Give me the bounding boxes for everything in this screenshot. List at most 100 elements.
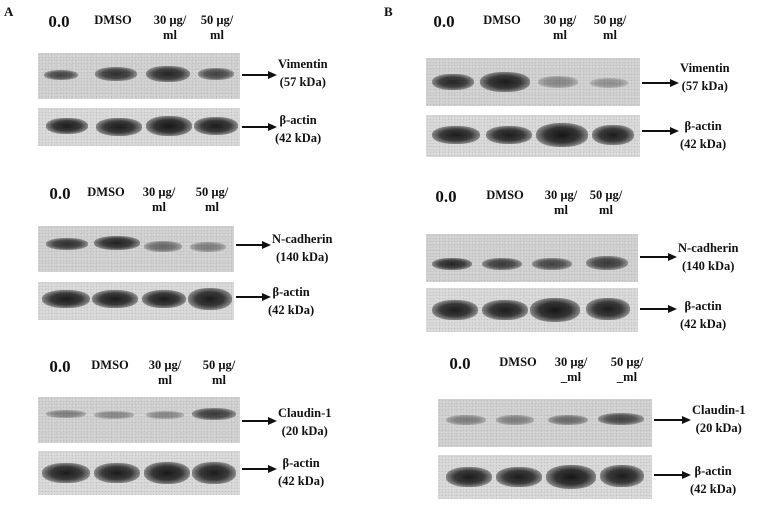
a-claudin-arrow-line [242,420,270,422]
band-lane-2 [96,118,142,136]
a-claudin-label-size: (20 kDa) [281,424,328,438]
band-lane-4 [600,465,644,487]
b-claudin-arrow-head [682,415,691,424]
b-actin-arrow-3-line [654,474,684,476]
band-lane-2 [94,236,140,250]
a-actin-label-3-protein: β-actin [282,456,320,470]
band-lane-1 [46,410,86,418]
a-claudin-blot [38,397,240,443]
b-vimentin-label-protein: Vimentin [680,61,730,75]
band-lane-1 [432,74,474,90]
band-lane-1 [432,258,472,270]
a-g3-lane-label-2: DMSO [91,358,129,372]
band-lane-2 [496,467,542,487]
a-actin-label-1: β-actin (42 kDa) [275,111,321,147]
band-lane-1 [432,300,478,320]
b-actin-label-3-protein: β-actin [694,464,732,478]
b-vimentin-label: Vimentin (57 kDa) [680,59,730,95]
a-actin-label-2: β-actin (42 kDa) [268,283,314,319]
band-lane-1 [44,70,78,80]
band-lane-3 [546,465,596,489]
b-vimentin-arrow-head [670,78,679,87]
b-g3-lane-label-3: 30 µg/_ml [554,355,588,384]
b-g2-lane-label-3: 30 µg/ml [544,188,578,217]
a-g1-lane-label-1: 0.0 [48,12,70,31]
a-ncadherin-label: N-cadherin (140 kDa) [272,230,332,266]
a-vimentin-arrow-head [268,70,277,79]
a-actin-blot-2 [38,282,234,320]
a-actin-label-1-protein: β-actin [279,113,317,127]
band-lane-2 [95,67,137,81]
band-lane-2 [94,411,134,419]
b-vimentin-label-size: (57 kDa) [681,79,728,93]
b-actin-blot-2 [426,288,638,332]
a-ncadherin-arrow-head [262,240,271,249]
band-lane-3 [530,298,580,322]
band-lane-3 [146,116,192,136]
b-actin-blot-1 [426,115,640,157]
b-claudin-arrow-line [654,419,684,421]
a-g3-lane-label-3: 30 µg/ml [148,358,182,387]
band-lane-2 [94,463,140,483]
b-g2-lane-label-2: DMSO [486,188,524,202]
band-lane-2 [486,126,532,144]
b-actin-label-2: β-actin (42 kDa) [680,297,726,333]
b-ncadherin-label-size: (140 kDa) [681,259,735,273]
band-lane-4 [192,462,236,484]
a-actin-arrow-1-line [242,126,270,128]
a-actin-arrow-3-line [242,468,270,470]
a-actin-blot-1 [38,108,240,146]
band-lane-4 [592,125,634,145]
band-lane-4 [586,298,630,320]
band-lane-1 [446,415,486,425]
b-actin-label-3-size: (42 kDa) [690,482,737,496]
band-lane-4 [190,242,226,252]
band-lane-4 [188,288,232,310]
b-g1-lane-label-2: DMSO [483,13,521,27]
a-vimentin-label-protein: Vimentin [278,57,328,71]
a-actin-label-1-size: (42 kDa) [275,131,322,145]
b-ncadherin-blot [426,234,638,282]
band-lane-3 [548,415,588,425]
b-g1-lane-label-3: 30 µg/ml [543,13,577,42]
band-lane-1 [42,463,90,483]
band-lane-1 [432,126,480,144]
b-vimentin-arrow-line [642,82,672,84]
b-actin-label-3: β-actin (42 kDa) [690,462,736,498]
band-lane-3 [144,462,190,484]
b-g2-lane-label-1: 0.0 [435,187,457,206]
a-g2-lane-label-2: DMSO [87,185,125,199]
b-actin-arrow-1-line [642,130,672,132]
b-actin-label-1-protein: β-actin [684,119,722,133]
band-lane-4 [194,117,238,135]
a-claudin-label: Claudin-1 (20 kDa) [278,404,332,440]
band-lane-3 [144,241,182,252]
a-actin-arrow-3-head [268,464,277,473]
a-g3-lane-label-1: 0.0 [49,357,71,376]
band-lane-3 [536,123,588,147]
b-claudin-label-size: (20 kDa) [695,421,742,435]
b-actin-label-2-protein: β-actin [684,299,722,313]
a-vimentin-label-size: (57 kDa) [279,75,326,89]
a-vimentin-arrow-line [242,74,270,76]
b-claudin-label-protein: Claudin-1 [692,403,746,417]
b-actin-label-2-size: (42 kDa) [680,317,727,331]
a-actin-arrow-2-head [262,292,271,301]
a-g2-lane-label-4: 50 µg/ml [195,185,229,214]
band-lane-4 [192,408,236,420]
panel-letter-a: A [4,4,14,19]
a-actin-arrow-1-head [268,122,277,131]
a-actin-label-3: β-actin (42 kDa) [278,454,324,490]
band-lane-3 [538,76,578,88]
b-ncadherin-arrow-line [640,256,670,258]
band-lane-1 [46,238,88,250]
b-g2-lane-label-4: 50 µg/ml [589,188,623,217]
band-lane-3 [142,290,186,308]
panel-letter-b: B [384,4,393,19]
band-lane-2 [92,290,138,308]
band-lane-4 [598,413,644,425]
a-actin-label-2-size: (42 kDa) [268,303,315,317]
band-lane-2 [482,300,528,320]
a-g2-lane-label-1: 0.0 [49,184,71,203]
a-ncadherin-blot [38,226,234,272]
